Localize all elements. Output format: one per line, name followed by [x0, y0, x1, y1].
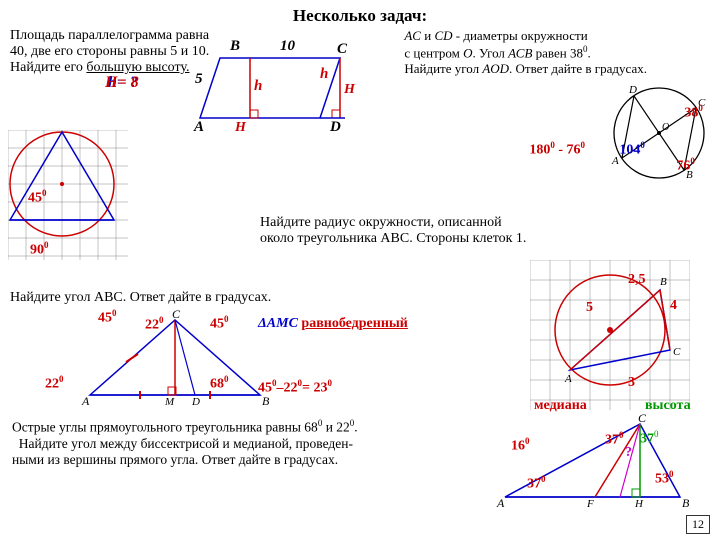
grid-circle2: A B C: [530, 260, 690, 410]
ang180-76: 1800 - 760: [529, 140, 585, 159]
prob2-text: AC и CD - диаметры окружности с центром …: [404, 28, 710, 77]
grid-circle1: [8, 130, 128, 260]
svg-text:H: H: [343, 82, 356, 97]
svg-text:A: A: [81, 394, 90, 405]
page-title: Несколько задач:: [10, 6, 710, 26]
svg-text:C: C: [673, 346, 681, 358]
ang38: 380: [684, 103, 703, 122]
question-mark: ?: [625, 445, 632, 461]
svg-text:A: A: [564, 373, 572, 385]
ang104: 1040: [619, 140, 645, 159]
svg-text:O: O: [662, 122, 669, 133]
svg-text:h: h: [254, 78, 262, 94]
mediana-label: медиана: [534, 398, 587, 414]
calc-text: 450–220= 230: [258, 378, 332, 397]
r3: 3: [628, 375, 635, 391]
page-number: 12: [686, 515, 710, 534]
r4: 4: [670, 298, 677, 314]
svg-text:F: F: [586, 498, 594, 507]
svg-text:h: h: [320, 66, 328, 82]
svg-text:10: 10: [280, 38, 296, 54]
ang37a: 370: [527, 474, 546, 493]
circle-diagram-svg: A C D B O: [604, 78, 714, 188]
vysota-label: высота: [645, 398, 691, 414]
svg-text:B: B: [229, 38, 240, 54]
r5: 5: [586, 300, 593, 316]
prob3-text: Найдите радиус окружности, описанной око…: [260, 215, 580, 247]
svg-text:A: A: [611, 155, 619, 167]
svg-text:H: H: [634, 498, 644, 507]
h-eq8: H= 8: [105, 74, 139, 91]
svg-text:5: 5: [195, 71, 203, 87]
ang53: 530: [655, 469, 674, 488]
right-triangle-svg: A C B F H: [495, 412, 695, 507]
svg-text:A: A: [193, 119, 204, 135]
ang90-a: 900: [30, 240, 49, 259]
svg-text:M: M: [164, 396, 175, 405]
prob-bottom-text: Острые углы прямоугольного треугольника …: [12, 418, 472, 468]
prob-abc-text: Найдите угол АВС. Ответ дайте в градусах…: [10, 290, 271, 306]
svg-text:B: B: [682, 496, 690, 507]
svg-text:D: D: [191, 396, 200, 405]
ang76: 760: [676, 156, 695, 175]
ang45-a: 450: [28, 188, 47, 207]
ang22c: 220: [45, 374, 64, 393]
ang22b: 220: [145, 315, 164, 334]
svg-text:B: B: [660, 276, 667, 288]
ang37c: 370: [640, 429, 659, 448]
parallelogram-svg: B C A D 10 5 h h H H: [170, 28, 370, 138]
svg-text:H: H: [234, 120, 247, 135]
ang45c: 450: [210, 314, 229, 333]
ang68: 680: [210, 374, 229, 393]
r25: 2,5: [628, 272, 646, 288]
ang45b: 450: [98, 308, 117, 327]
ang37b: 370: [605, 430, 624, 449]
svg-text:A: A: [496, 496, 505, 507]
ang16: 160: [511, 436, 530, 455]
svg-text:D: D: [329, 119, 341, 135]
svg-text:C: C: [172, 310, 181, 321]
amc-label: ΔAMC равнобедренный: [258, 316, 408, 332]
svg-text:C: C: [337, 41, 348, 57]
svg-text:D: D: [628, 84, 637, 96]
